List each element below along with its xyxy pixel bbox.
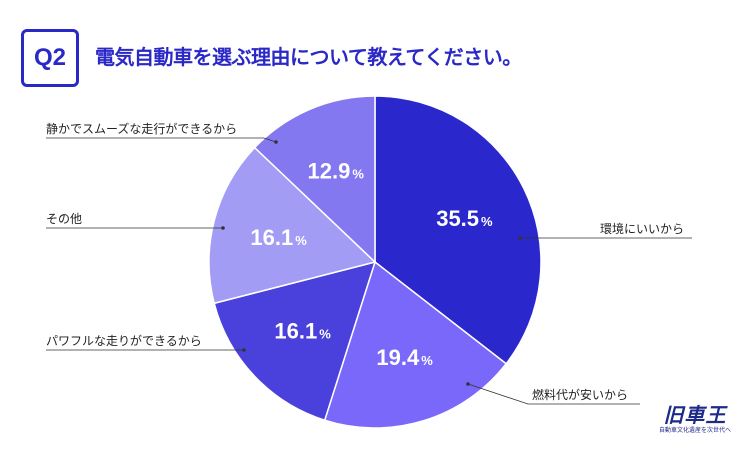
leader-line-2 (467, 383, 640, 405)
question-number-badge: Q2 (21, 29, 79, 87)
leader-line-5 (46, 137, 277, 143)
pie-slice-2 (323, 260, 508, 429)
slice-value-label-4: 16.1% (250, 225, 307, 250)
leader-dot-3 (242, 348, 246, 352)
category-label-4: その他 (46, 212, 82, 226)
category-label-1: 環境にいいから (600, 221, 684, 236)
leader-dot-5 (274, 140, 278, 144)
slice-value-label-5: 12.9% (308, 159, 365, 184)
question-title: 電気自動車を選ぶ理由について教えてください。 (95, 45, 522, 69)
slice-value-label-1: 35.5% (436, 206, 493, 231)
category-label-5: 静かでスムーズな走行ができるから (46, 121, 237, 136)
brand-logo: 旧車王 自動車文化遺産を次世代へ (649, 404, 741, 435)
leader-dot-1 (518, 236, 522, 240)
pie-slice-3 (213, 260, 377, 422)
leader-dot-2 (466, 382, 470, 386)
slice-value-label-3: 16.1% (274, 318, 331, 343)
slice-value-label-2: 19.4% (376, 345, 433, 370)
brand-tagline: 自動車文化遺産を次世代へ (658, 427, 731, 434)
leader-dot-4 (221, 226, 225, 230)
brand-logo-mark: 旧車王 (663, 403, 727, 427)
pie-slice-1 (374, 95, 542, 365)
pie-slice-4 (208, 146, 377, 305)
pie-slice-5 (253, 95, 376, 264)
category-label-2: 燃料代が安いから (532, 387, 628, 402)
category-label-3: パワフルな走りができるから (46, 333, 202, 348)
